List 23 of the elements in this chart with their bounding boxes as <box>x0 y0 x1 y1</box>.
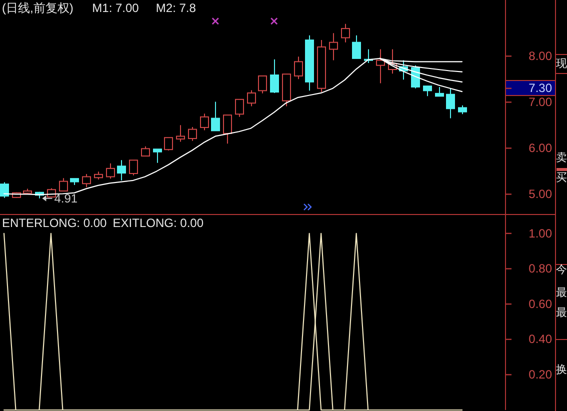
chart-title: (日线,前复权) <box>2 1 74 15</box>
annotation: M2: 7.8 <box>156 1 196 15</box>
text: 买 <box>556 172 567 184</box>
annotation: 4.91 <box>54 191 78 206</box>
text: 现 <box>556 58 567 70</box>
y-tick-label: 7.30 <box>528 81 552 96</box>
annotation: EXITLONG: 0.00 <box>112 216 204 230</box>
y-tick-label: 0.80 <box>528 262 552 276</box>
y-tick-label: 0.20 <box>528 368 552 382</box>
y-tick-label: 6.00 <box>528 141 552 156</box>
y-tick-label: 0.60 <box>528 296 552 311</box>
y-tick-label: 0.40 <box>528 332 552 346</box>
y-tick-label: 5.00 <box>528 187 552 202</box>
y-tick-label: 7.00 <box>528 95 552 110</box>
text: 卖 <box>556 151 567 164</box>
text: 最 <box>556 307 567 319</box>
annotation: M1: 7.00 <box>92 1 140 15</box>
annotation: ENTERLONG: 0.00 <box>2 216 108 230</box>
text: 今 <box>556 264 567 276</box>
text: 换 <box>556 364 567 376</box>
y-tick-label: 8.00 <box>528 48 552 63</box>
y-tick-label: 1.00 <box>528 226 552 240</box>
text: 最 <box>556 287 567 299</box>
